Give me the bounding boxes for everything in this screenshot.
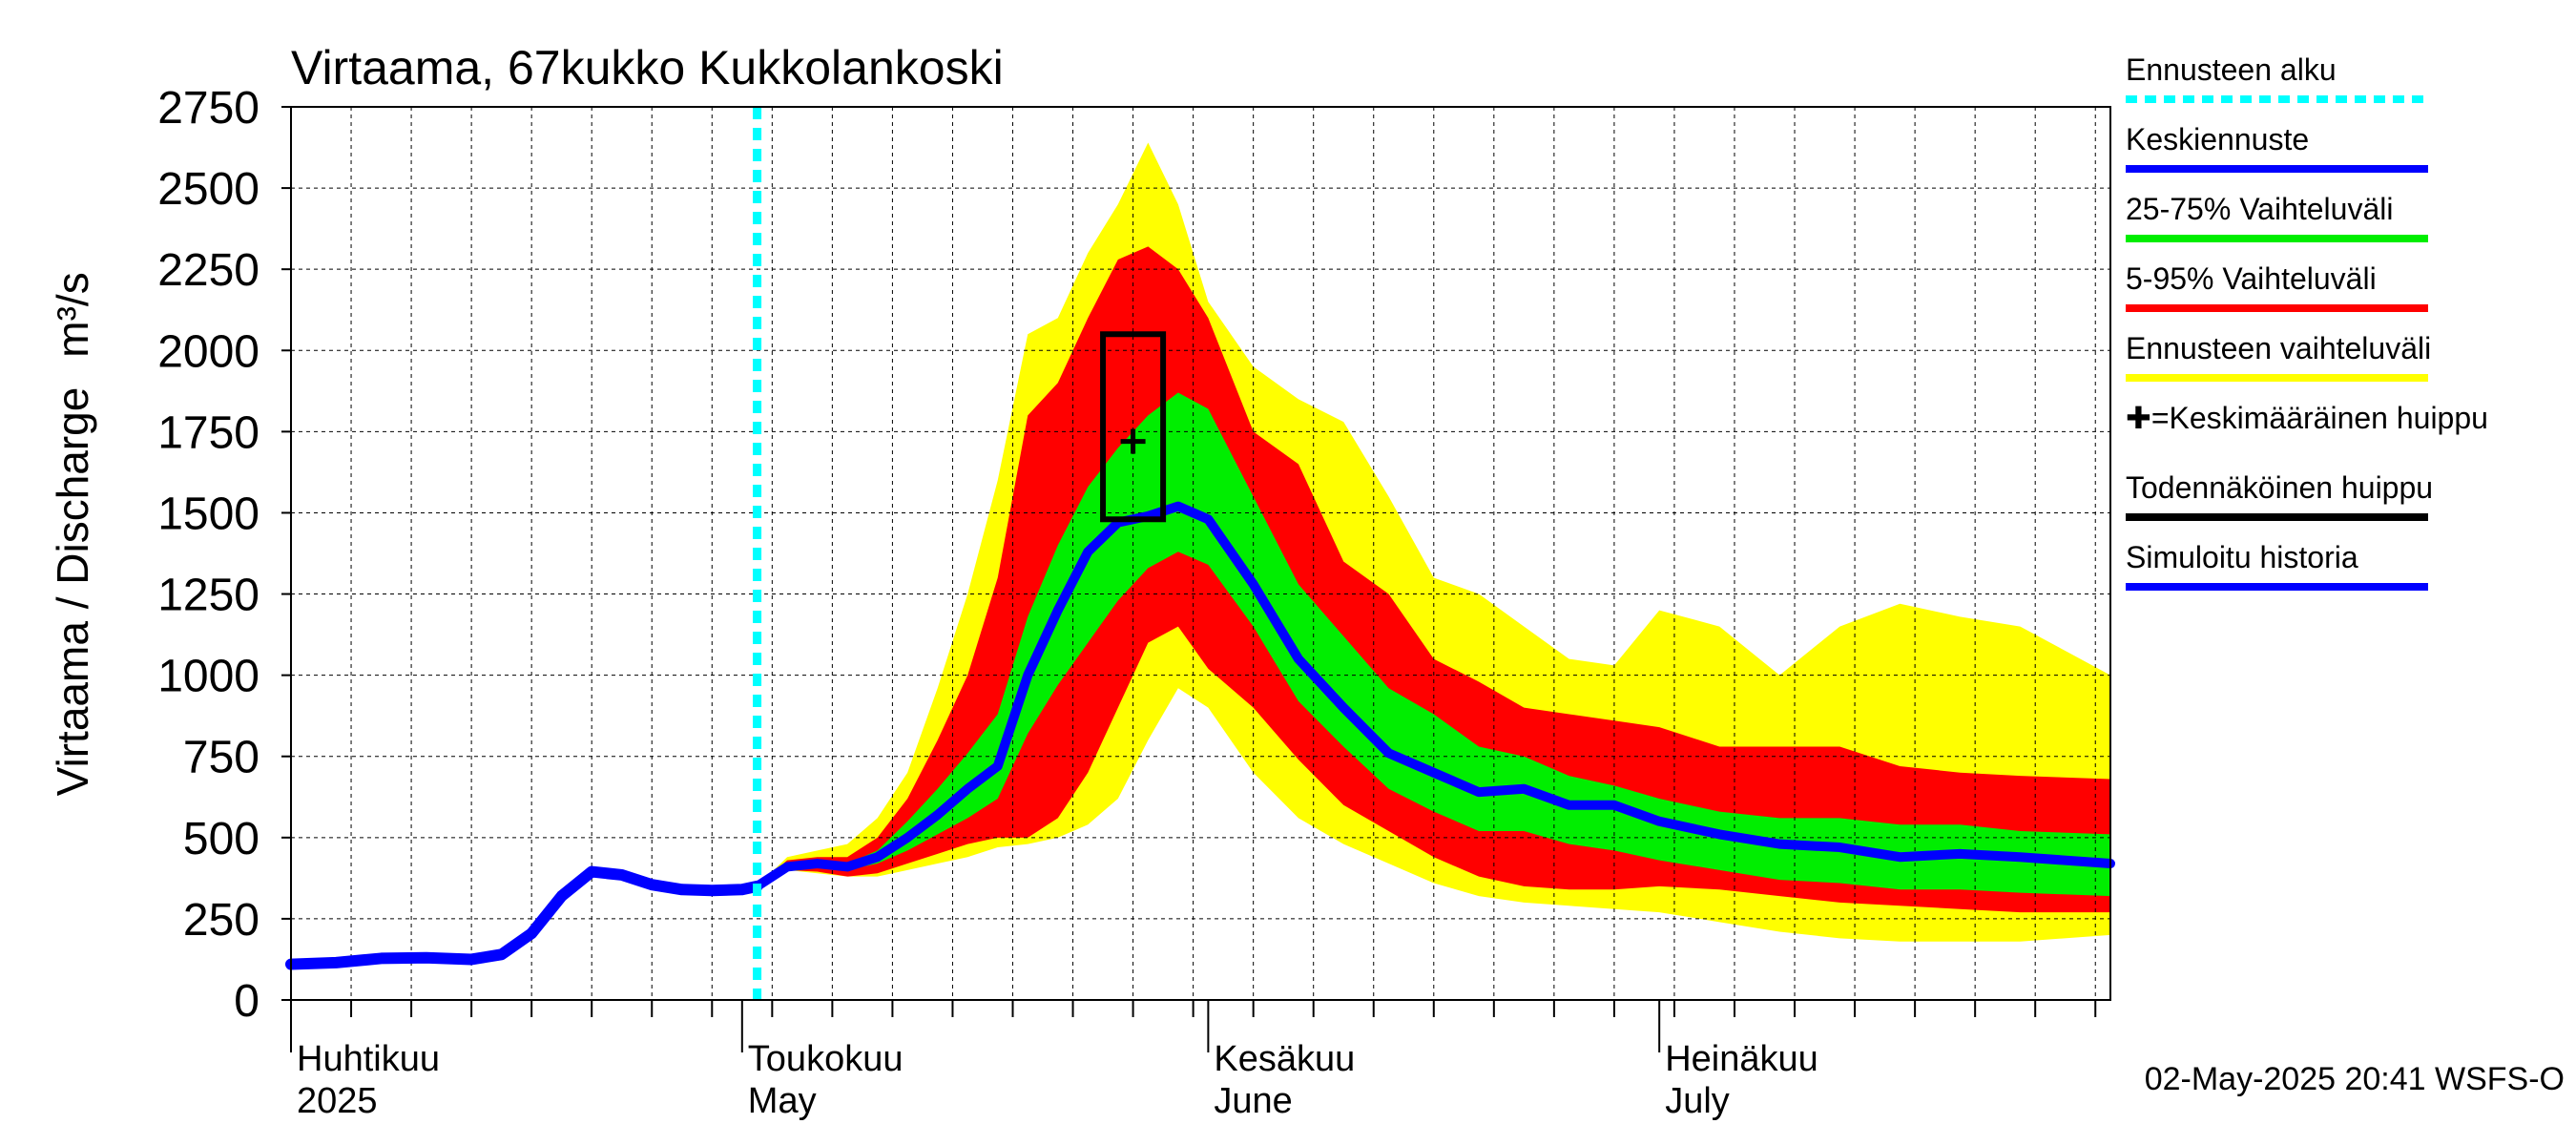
x-tick-label-en: May [748, 1081, 817, 1121]
y-tick-label: 1000 [157, 652, 260, 702]
y-axis-ticks: 0 250 500 750 1000 1250 1500 1750 2000 2250 2500 27… [157, 83, 291, 1027]
legend-label: ✚=Keskimääräinen huippu [2126, 401, 2488, 435]
y-tick-label: 2750 [157, 83, 260, 134]
legend-label: Keskiennuste [2126, 122, 2309, 156]
series-lines [285, 107, 2115, 1000]
x-tick-label-fi: Heinäkuu [1665, 1039, 1818, 1079]
y-axis-label: Virtaama / Discharge m³/s [48, 272, 97, 796]
y-tick-label: 500 [183, 814, 260, 864]
y-axis-unit: m³/s [48, 272, 97, 357]
range-bands [757, 142, 2110, 942]
legend-label: Ennusteen alku [2126, 52, 2337, 87]
plot-frame [290, 106, 2111, 1001]
grid [290, 107, 2110, 1000]
mean-peak-marker [1120, 428, 1146, 454]
y-tick-label: 2500 [157, 164, 260, 215]
chart-title: Virtaama, 67kukko Kukkolankoski [291, 41, 1004, 94]
legend-label: Ennusteen vaihteluväli [2126, 331, 2431, 365]
x-tick-label-fi: Toukokuu [748, 1039, 904, 1079]
band-5-95 [757, 246, 2110, 913]
y-tick-label: 750 [183, 733, 260, 783]
history-line [285, 865, 763, 970]
legend-label: Todennäköinen huippu [2126, 470, 2433, 505]
legend-label: Simuloitu historia [2126, 540, 2358, 574]
legend: Ennusteen alku Keskiennuste 25-75% Vaihtel… [2126, 52, 2488, 591]
y-tick-label: 1750 [157, 407, 260, 458]
legend-label: 25-75% Vaihteluväli [2126, 192, 2393, 226]
x-tick-label-en: June [1214, 1081, 1292, 1121]
median-forecast-line [752, 501, 2115, 891]
y-tick-label: 0 [234, 976, 260, 1027]
probable-peak-box [1100, 331, 1167, 523]
x-tick-label-en: July [1665, 1081, 1730, 1121]
band-25-75 [757, 392, 2110, 897]
y-tick-label: 2250 [157, 245, 260, 296]
y-tick-label: 2000 [157, 326, 260, 377]
y-tick-label: 1250 [157, 571, 260, 621]
y-axis-label-text: Virtaama / Discharge [48, 387, 97, 797]
x-tick-label-fi: Kesäkuu [1214, 1039, 1355, 1079]
x-tick-label-fi: Huhtikuu [297, 1039, 440, 1079]
y-tick-label: 250 [183, 895, 260, 946]
x-tick-label-en: 2025 [297, 1081, 378, 1121]
legend-label: 5-95% Vaihteluväli [2126, 261, 2377, 296]
footer-timestamp: 02-May-2025 20:41 WSFS-O [2145, 1061, 2565, 1097]
y-tick-label: 1500 [157, 489, 260, 539]
